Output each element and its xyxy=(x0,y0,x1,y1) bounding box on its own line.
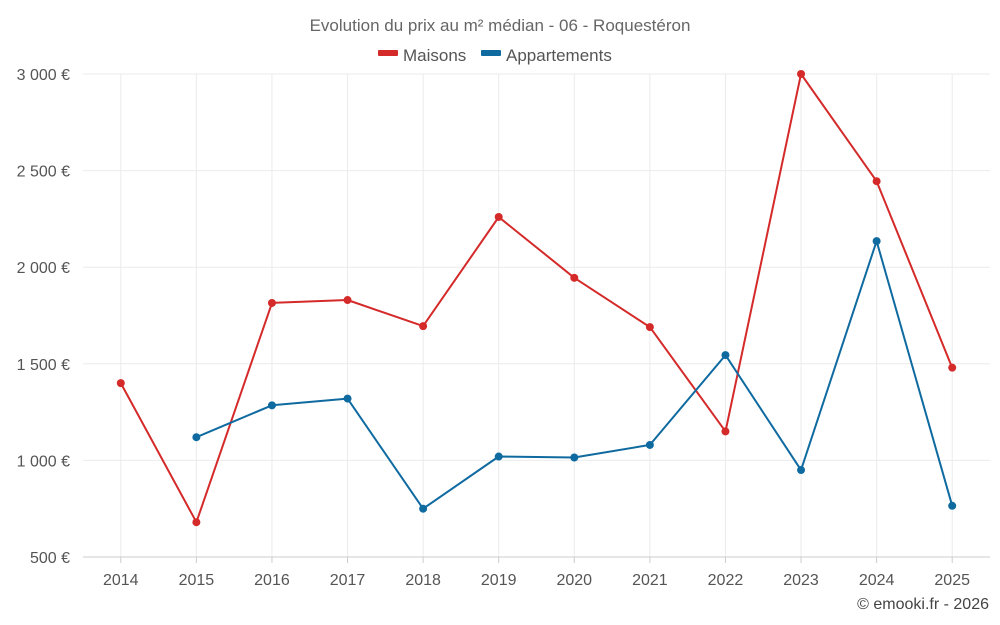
x-tick-label: 2022 xyxy=(708,572,744,589)
data-point-appartements-2019[interactable] xyxy=(494,452,503,461)
legend-swatch-appartements xyxy=(481,50,501,56)
legend-label-appartements[interactable]: Appartements xyxy=(506,46,612,65)
x-tick-label: 2018 xyxy=(405,572,441,589)
series-line-maisons xyxy=(119,73,954,524)
data-point-appartements-2025[interactable] xyxy=(948,501,957,510)
legend-label-maisons[interactable]: Maisons xyxy=(403,46,466,65)
y-tick-label: 2 500 € xyxy=(17,164,70,181)
legend: Maisons Appartements xyxy=(378,46,612,65)
x-tick-label: 2023 xyxy=(783,572,819,589)
series-maisons xyxy=(116,70,957,527)
data-point-maisons-2016[interactable] xyxy=(267,298,276,307)
x-tick-label: 2016 xyxy=(254,572,290,589)
chart-title: Evolution du prix au m² médian - 06 - Ro… xyxy=(310,16,691,35)
data-point-appartements-2021[interactable] xyxy=(645,440,654,449)
data-point-maisons-2025[interactable] xyxy=(948,363,957,372)
x-tick-label: 2015 xyxy=(179,572,215,589)
x-axis: 2014 2015 2016 2017 2018 2019 2020 2021 2022 2023… xyxy=(83,556,990,589)
x-tick-label: 2025 xyxy=(934,572,970,589)
x-tick-label: 2014 xyxy=(103,572,139,589)
data-point-maisons-2018[interactable] xyxy=(419,322,428,331)
credit-text: © emooki.fr - 2026 xyxy=(857,596,989,613)
data-point-maisons-2023[interactable] xyxy=(797,70,806,78)
x-tick-label: 2024 xyxy=(859,572,895,589)
y-tick-label: 500 € xyxy=(30,550,70,567)
y-tick-label: 1 500 € xyxy=(17,357,70,374)
y-tick-label: 3 000 € xyxy=(17,67,70,84)
data-point-appartements-2016[interactable] xyxy=(267,401,276,410)
grid xyxy=(83,73,990,558)
x-tick-label: 2020 xyxy=(556,572,592,589)
data-point-appartements-2017[interactable] xyxy=(343,394,352,403)
data-point-maisons-2021[interactable] xyxy=(645,323,654,332)
data-point-appartements-2020[interactable] xyxy=(570,453,579,462)
y-axis: 500 € 1 000 € 1 500 € 2 000 € 2 500 € 3 000 € xyxy=(17,67,70,567)
x-tick-label: 2019 xyxy=(481,572,517,589)
data-point-appartements-2023[interactable] xyxy=(797,466,806,475)
data-point-maisons-2019[interactable] xyxy=(494,212,503,221)
data-point-maisons-2017[interactable] xyxy=(343,296,352,305)
legend-swatch-maisons xyxy=(378,50,398,56)
y-tick-label: 1 000 € xyxy=(17,453,70,470)
y-tick-label: 2 000 € xyxy=(17,260,70,277)
data-point-maisons-2014[interactable] xyxy=(116,379,125,388)
x-tick-label: 2017 xyxy=(330,572,366,589)
series-layer xyxy=(116,70,957,527)
data-point-appartements-2018[interactable] xyxy=(419,504,428,513)
data-point-appartements-2022[interactable] xyxy=(721,351,730,360)
x-tick-label: 2021 xyxy=(632,572,668,589)
data-point-maisons-2015[interactable] xyxy=(192,518,201,527)
data-point-appartements-2024[interactable] xyxy=(872,237,881,246)
series-appartements xyxy=(192,237,957,513)
data-point-appartements-2015[interactable] xyxy=(192,433,201,442)
data-point-maisons-2022[interactable] xyxy=(721,427,730,436)
data-point-maisons-2024[interactable] xyxy=(872,177,881,186)
data-point-maisons-2020[interactable] xyxy=(570,273,579,282)
